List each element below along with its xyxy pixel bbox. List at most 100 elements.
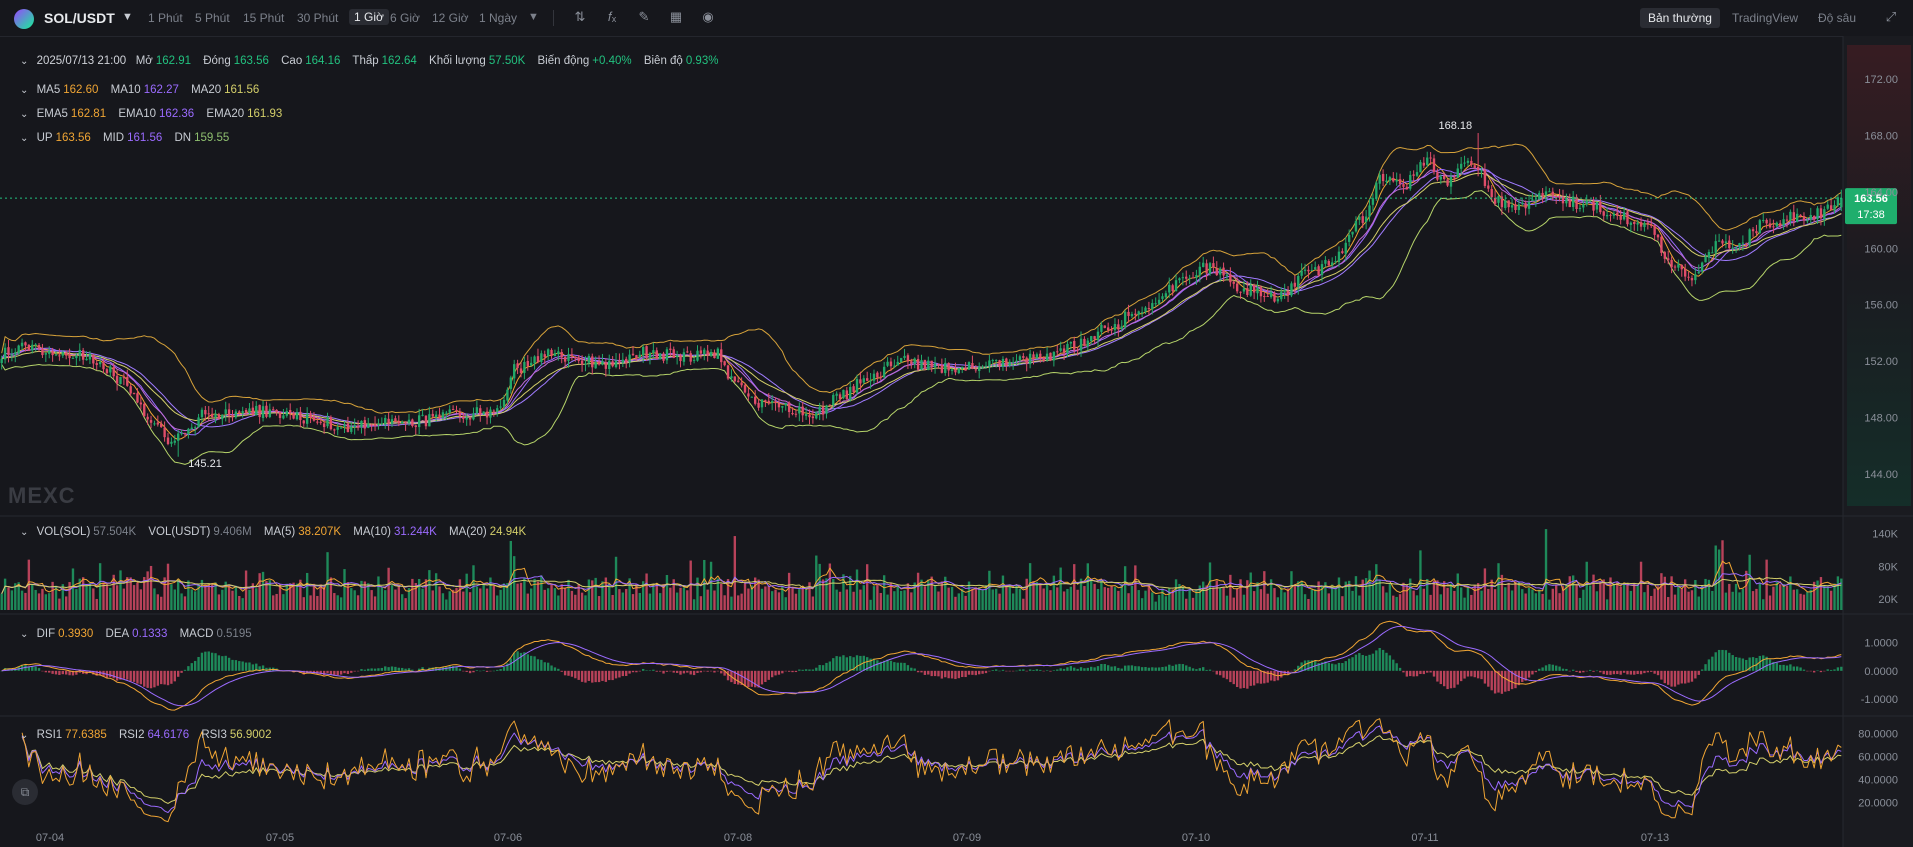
- volume-bar: [716, 578, 720, 610]
- rsi1-line: [21, 718, 1842, 823]
- timeframe-7[interactable]: 12 Giờ: [432, 11, 469, 25]
- candle-body: [431, 413, 434, 417]
- macd-histogram-bar: [1571, 669, 1575, 671]
- vol-usdt-value: 9.406M: [213, 526, 252, 538]
- candle-body: [363, 420, 367, 429]
- volume-bar: [238, 595, 241, 610]
- price-tick-5: 156.00: [1864, 300, 1898, 312]
- camera-icon[interactable]: ◉: [702, 9, 714, 24]
- candle-body: [849, 386, 852, 400]
- volume-bar: [944, 576, 947, 610]
- volume-bar: [1181, 586, 1185, 610]
- fullscreen-icon[interactable]: ⤢: [1885, 9, 1897, 24]
- candle-body: [1096, 331, 1100, 341]
- candle-body: [51, 351, 54, 356]
- macd-histogram-bar: [1443, 670, 1446, 687]
- view-mode-1[interactable]: Bản thường: [1640, 8, 1720, 28]
- view-mode-2[interactable]: TradingView: [1732, 11, 1799, 25]
- volume-bar: [855, 569, 859, 610]
- candle-body: [1456, 168, 1459, 178]
- volume-bar: [1256, 582, 1259, 610]
- volume-bar: [1008, 584, 1011, 610]
- volume-bar: [608, 583, 611, 610]
- collapse-chevron-icon[interactable]: ⌄: [20, 56, 29, 67]
- timeframe-4[interactable]: 30 Phút: [297, 11, 339, 25]
- timeframe-8[interactable]: 1 Ngày: [479, 11, 518, 25]
- collapse-chevron-icon[interactable]: ⌄: [20, 85, 29, 96]
- timeframe-2[interactable]: 5 Phút: [195, 11, 230, 25]
- volume-bar: [1076, 589, 1079, 610]
- layout-grid-icon[interactable]: ▦: [669, 9, 683, 24]
- macd-histogram-bar: [1626, 670, 1629, 675]
- macd-histogram-bar: [122, 670, 126, 679]
- macd-histogram-bar: [1711, 656, 1714, 671]
- volume-bar: [770, 591, 774, 610]
- macd-histogram-bar: [930, 670, 933, 677]
- macd-histogram-bar: [241, 661, 244, 671]
- volume-bar: [1426, 578, 1429, 610]
- symbol-selector[interactable]: SOL/USDT: [44, 10, 115, 26]
- macd-histogram-bar: [316, 670, 319, 674]
- candle-body: [373, 423, 377, 427]
- chart-canvas[interactable]: 163.5617:38168.18145.21172.00168.00164.0…: [0, 36, 1913, 847]
- screenshot-share-icon[interactable]: ⧉: [12, 779, 38, 805]
- timeframe-5[interactable]: 1 Giờ: [349, 9, 389, 25]
- macd-histogram-bar: [1633, 670, 1636, 675]
- collapse-chevron-icon[interactable]: ⌄: [20, 730, 29, 741]
- macd-histogram-bar: [1144, 667, 1147, 671]
- volume-bar: [173, 589, 176, 610]
- volume-bar: [1232, 597, 1235, 610]
- collapse-chevron-icon[interactable]: ⌄: [20, 133, 29, 144]
- volume-bar: [998, 593, 1001, 610]
- candle-body: [964, 367, 967, 371]
- macd-histogram-bar: [204, 651, 207, 671]
- volume-bar: [1283, 592, 1286, 610]
- candle-body: [58, 355, 61, 357]
- volume-bar: [825, 578, 828, 610]
- candle-body: [1605, 214, 1609, 217]
- volume-bar: [964, 595, 967, 610]
- macd-histogram-bar: [601, 670, 604, 681]
- timeframe-6[interactable]: 6 Giờ: [390, 11, 420, 25]
- volume-bar: [1052, 575, 1056, 610]
- macd-histogram-bar: [7, 668, 10, 671]
- candle-body: [1483, 170, 1487, 186]
- candle-body: [1229, 274, 1232, 283]
- macd-histogram-bar: [360, 669, 363, 671]
- candle-body: [78, 349, 81, 356]
- volume-bar: [282, 594, 285, 610]
- view-mode-3[interactable]: Độ sâu: [1818, 11, 1857, 25]
- chevron-down-icon[interactable]: ▼: [122, 11, 133, 23]
- candle-body: [1188, 278, 1191, 280]
- candle-body: [75, 355, 78, 359]
- candle-body: [343, 424, 346, 427]
- macd-histogram-bar: [689, 670, 692, 675]
- timeframe-more-icon[interactable]: ▼: [528, 11, 539, 23]
- volume-bar: [64, 596, 68, 610]
- candle-body: [1731, 247, 1734, 249]
- macd-histogram-bar: [1829, 669, 1833, 671]
- timeframe-3[interactable]: 15 Phút: [243, 11, 285, 25]
- draw-pencil-icon[interactable]: ✎: [638, 9, 650, 24]
- volume-bar: [183, 596, 187, 610]
- vol-ma20-line: [1, 577, 1842, 594]
- candle-body: [591, 356, 594, 368]
- volume-bar: [1538, 589, 1541, 610]
- collapse-chevron-icon[interactable]: ⌄: [20, 527, 29, 538]
- volume-bar: [3, 578, 7, 610]
- volume-bar: [346, 582, 350, 610]
- candle-body: [421, 414, 424, 416]
- volume-bar: [1517, 581, 1521, 610]
- candle-type-icon[interactable]: ⇅: [574, 9, 586, 24]
- volume-bar: [319, 584, 322, 610]
- volume-bar: [971, 589, 974, 610]
- macd-histogram-bar: [770, 670, 774, 678]
- timeframe-1[interactable]: 1 Phút: [148, 11, 183, 25]
- candle-body: [1514, 204, 1517, 211]
- indicator-fx-icon[interactable]: 𝑓ₓ: [607, 9, 617, 24]
- candle-body: [1174, 280, 1178, 292]
- collapse-chevron-icon[interactable]: ⌄: [20, 109, 29, 120]
- volume-bar: [1724, 592, 1728, 610]
- collapse-chevron-icon[interactable]: ⌄: [20, 629, 29, 640]
- macd-histogram-bar: [1259, 670, 1263, 684]
